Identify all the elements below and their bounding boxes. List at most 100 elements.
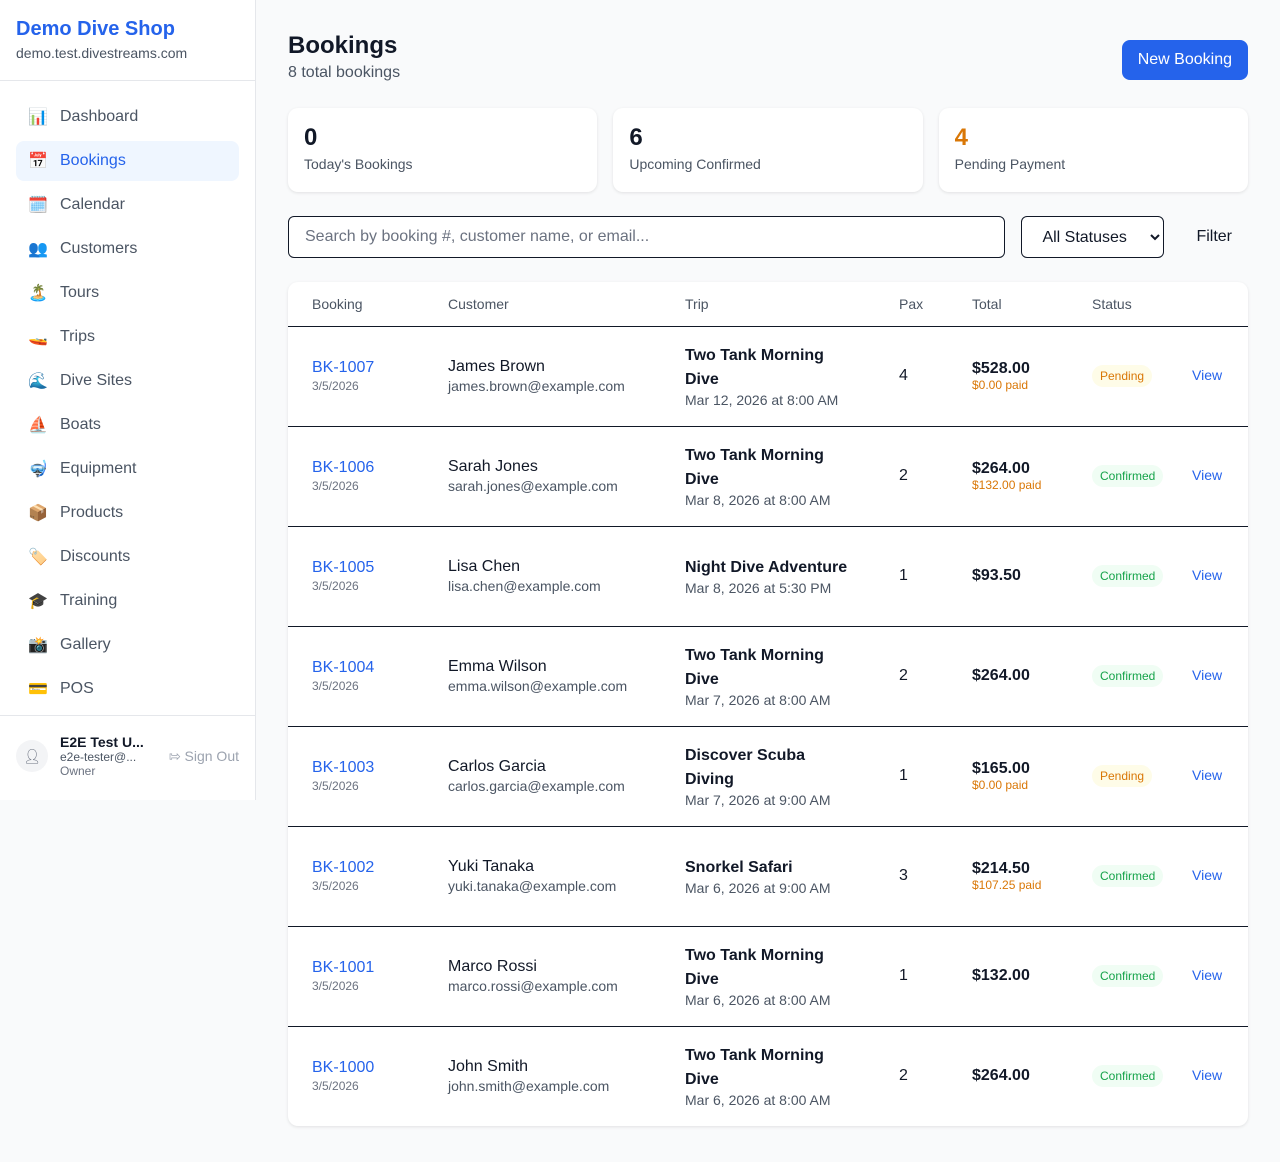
customer-email: carlos.garcia@example.com: [448, 778, 625, 794]
sign-out-icon: ⇰: [168, 747, 181, 764]
view-link[interactable]: View: [1192, 467, 1223, 483]
view-link[interactable]: View: [1192, 567, 1223, 583]
filter-button[interactable]: Filter: [1164, 228, 1248, 246]
status-select[interactable]: All Statuses: [1021, 216, 1165, 258]
pax: 1: [875, 926, 948, 1027]
status-badge: Confirmed: [1092, 665, 1164, 687]
view-link[interactable]: View: [1192, 967, 1223, 983]
stat-label: Pending Payment: [954, 156, 1066, 172]
trip-name: Snorkel Safari: [685, 859, 793, 876]
new-booking-button[interactable]: New Booking: [1121, 40, 1248, 80]
view-link[interactable]: View: [1192, 1067, 1223, 1084]
view-link[interactable]: View: [1192, 667, 1223, 683]
package-icon: 📦: [28, 505, 48, 522]
sidebar-item-pos[interactable]: 💳 POS: [16, 669, 239, 709]
sidebar-item-equipment[interactable]: 🤿 Equipment: [16, 449, 239, 489]
sidebar-item-gallery[interactable]: 📸 Gallery: [16, 625, 239, 665]
booking-id-link[interactable]: BK-1005: [312, 559, 375, 576]
customer-name: James Brown: [448, 358, 545, 375]
sidebar-item-customers[interactable]: 👥 Customers: [16, 229, 239, 269]
stat-value: 6: [629, 124, 643, 151]
trip-date: Mar 12, 2026 at 8:00 AM: [685, 392, 839, 408]
brand: Demo Dive Shop demo.test.divestreams.com: [0, 0, 255, 81]
column-header: [1168, 282, 1248, 327]
stat-card: 0 Today's Bookings: [288, 108, 598, 192]
sidebar-item-label: Discounts: [60, 548, 131, 565]
pax: 1: [875, 726, 948, 827]
trip-date: Mar 6, 2026 at 8:00 AM: [685, 1092, 831, 1109]
pax: 2: [875, 626, 948, 727]
booking-id-link[interactable]: BK-1007: [312, 359, 375, 376]
customer-name: Carlos Garcia: [448, 758, 546, 775]
user-name: E2E Test U...: [60, 734, 144, 750]
booking-id-link[interactable]: BK-1006: [312, 459, 375, 476]
stats-row: 0 Today's Bookings 6 Upcoming Confirmed 4 Pen…: [288, 108, 1248, 192]
sidebar-item-calendar[interactable]: 🗓️ Calendar: [16, 185, 239, 225]
sidebar-item-dive-sites[interactable]: 🌊 Dive Sites: [16, 361, 239, 401]
island-icon: 🏝️: [28, 285, 48, 302]
shop-name[interactable]: Demo Dive Shop: [16, 18, 175, 40]
sidebar-item-label: Products: [60, 504, 124, 521]
customer-name: Lisa Chen: [448, 558, 521, 575]
view-link[interactable]: View: [1192, 767, 1223, 783]
filters: All Statuses Filter: [288, 216, 1248, 258]
stat-label: Today's Bookings: [304, 156, 413, 172]
booking-id-link[interactable]: BK-1000: [312, 1059, 375, 1077]
camera-flash-icon: 📸: [28, 637, 48, 654]
booking-id-link[interactable]: BK-1004: [312, 659, 375, 676]
customer-name: Sarah Jones: [448, 458, 538, 475]
sidebar-item-products[interactable]: 📦 Products: [16, 493, 239, 533]
customer-email: marco.rossi@example.com: [448, 978, 618, 994]
sidebar-item-trips[interactable]: 🚤 Trips: [16, 317, 239, 357]
graduation-cap-icon: 🎓: [28, 593, 48, 610]
sidebar-item-tours[interactable]: 🏝️ Tours: [16, 273, 239, 313]
status-badge: Confirmed: [1092, 865, 1164, 887]
pax: 2: [899, 1067, 908, 1085]
search-input[interactable]: [288, 216, 1006, 258]
sidebar-item-label: Training: [60, 592, 118, 609]
booking-date: 3/5/2026: [312, 979, 359, 993]
wave-icon: 🌊: [28, 373, 48, 390]
booking-date: 3/5/2026: [312, 379, 359, 393]
sidebar-item-training[interactable]: 🎓 Training: [16, 581, 239, 621]
column-header: Total: [948, 282, 1068, 327]
total: $214.50: [972, 860, 1030, 877]
column-header: Booking: [288, 282, 424, 327]
booking-date: 3/5/2026: [312, 479, 359, 493]
sidebar-item-dashboard[interactable]: 📊 Dashboard: [16, 97, 239, 137]
customer-email: emma.wilson@example.com: [448, 678, 628, 694]
customer-name: Emma Wilson: [448, 658, 547, 675]
stat-label: Upcoming Confirmed: [629, 156, 761, 172]
people-icon: 👥: [28, 241, 48, 258]
pax: 2: [875, 426, 948, 527]
trip-name: Discover Scuba Diving: [685, 747, 806, 788]
sidebar-item-label: Dashboard: [60, 108, 139, 125]
booking-date: 3/5/2026: [312, 879, 359, 893]
booking-date: 3/5/2026: [312, 1079, 359, 1094]
sidebar-item-boats[interactable]: ⛵ Boats: [16, 405, 239, 445]
total: $264.00: [972, 1067, 1030, 1085]
booking-id-link[interactable]: BK-1002: [312, 859, 375, 876]
view-link[interactable]: View: [1192, 867, 1223, 883]
sidebar-item-bookings[interactable]: 📅 Bookings: [16, 141, 239, 181]
main-content: Bookings 8 total bookings New Booking 0 T…: [288, 32, 1248, 1126]
trip-date: Mar 7, 2026 at 9:00 AM: [685, 792, 831, 808]
sign-out-button[interactable]: ⇰ Sign Out: [169, 748, 239, 765]
user-avatar-icon: 👤︎: [16, 740, 48, 772]
table-row: BK-1005 3/5/2026 Lisa Chen lisa.chen@examp…: [288, 526, 1248, 627]
view-link[interactable]: View: [1192, 367, 1223, 383]
customer-email: james.brown@example.com: [448, 378, 625, 394]
sidebar-item-discounts[interactable]: 🏷️ Discounts: [16, 537, 239, 577]
status-badge: Confirmed: [1092, 965, 1164, 987]
trip-date: Mar 7, 2026 at 8:00 AM: [685, 692, 831, 708]
shop-domain: demo.test.divestreams.com: [16, 45, 188, 61]
speedboat-icon: 🚤: [28, 329, 48, 346]
booking-id-link[interactable]: BK-1001: [312, 959, 375, 976]
sidebar-item-label: Gallery: [60, 636, 111, 653]
booking-date: 3/5/2026: [312, 779, 359, 793]
user-panel: 👤︎ E2E Test U... e2e-tester@... Owner ⇰ …: [0, 715, 255, 796]
trip-date: Mar 8, 2026 at 5:30 PM: [685, 580, 832, 596]
booking-date: 3/5/2026: [312, 579, 359, 593]
booking-id-link[interactable]: BK-1003: [312, 759, 375, 776]
sidebar-nav: 📊 Dashboard 📅 Bookings 🗓️ Calendar 👥 Customers 🏝…: [0, 81, 255, 709]
